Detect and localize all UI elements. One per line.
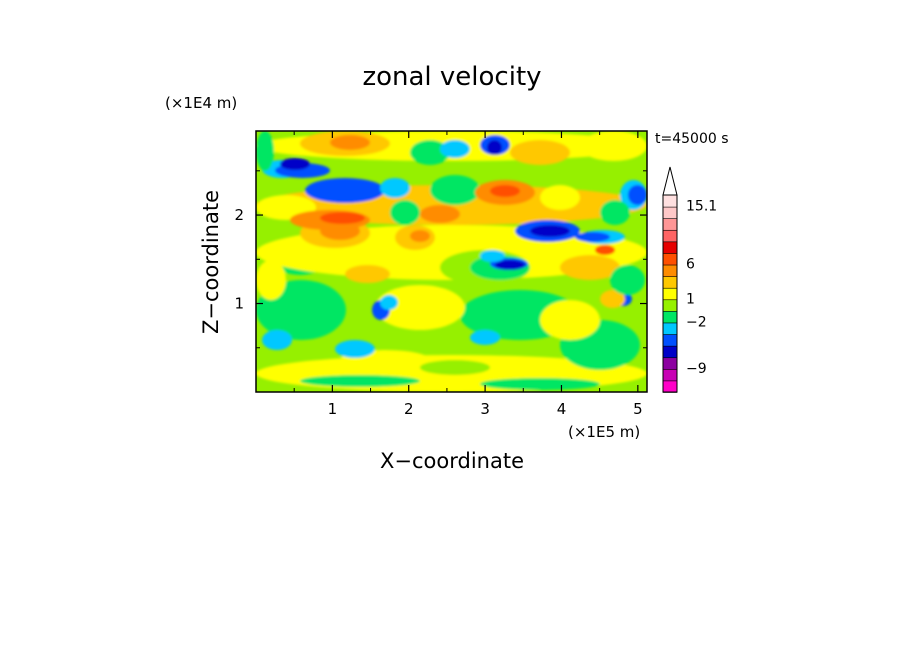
- contour-region: [540, 185, 580, 210]
- colorbar-label: −9: [686, 361, 707, 377]
- colorbar-segment: [662, 310, 678, 324]
- colorbar-segment: [662, 356, 678, 370]
- colorbar-segment: [662, 287, 678, 301]
- contour-region: [305, 178, 385, 203]
- contour-region: [495, 260, 525, 270]
- colorbar-segment: [662, 252, 678, 266]
- heatmap-field: [256, 131, 647, 392]
- chart-title: zonal velocity: [362, 62, 541, 92]
- contour-region: [595, 245, 615, 255]
- contour-region: [430, 175, 480, 205]
- contour-region: [420, 360, 490, 375]
- x-tick-label: 2: [404, 400, 414, 418]
- colorbar-label: 6: [686, 257, 695, 273]
- contour-region: [470, 330, 500, 345]
- contour-region: [628, 185, 647, 205]
- contour-region: [280, 158, 310, 170]
- contour-region: [487, 140, 502, 155]
- contour-region: [380, 178, 410, 198]
- contour-region: [530, 225, 570, 237]
- contour-region: [575, 232, 610, 242]
- y-tick-label: 2: [234, 206, 244, 224]
- contour-region: [480, 378, 600, 390]
- colorbar: 15.1 6 1 −2 −9: [662, 166, 717, 393]
- colorbar-segment: [662, 368, 678, 382]
- y-axis: 12: [234, 170, 647, 349]
- contour-region: [256, 131, 274, 171]
- plot-frame: [255, 130, 648, 393]
- contour-region: [600, 200, 630, 225]
- x-tick-label: 1: [328, 400, 338, 418]
- y-unit-label: (×1E4 m): [165, 94, 237, 112]
- colorbar-segment: [662, 264, 678, 277]
- x-tick-label: 5: [633, 400, 643, 418]
- contour-region: [390, 200, 420, 225]
- contour-region: [380, 295, 398, 310]
- x-tick-label: 4: [557, 400, 567, 418]
- colorbar-segment: [662, 206, 678, 219]
- contour-region: [420, 205, 460, 223]
- colorbar-label: −2: [686, 314, 707, 330]
- x-axis: 1 2 3 4 5: [293, 131, 643, 418]
- contour-region: [480, 250, 505, 262]
- colorbar-segment: [662, 380, 678, 393]
- contour-region: [330, 135, 370, 150]
- contour-region: [262, 330, 292, 350]
- colorbar-segment: [662, 194, 678, 208]
- contour-region: [510, 140, 570, 165]
- contour-region: [335, 340, 375, 358]
- contour-region: [440, 140, 470, 158]
- colorbar-frame: [662, 194, 678, 393]
- colorbar-label: 1: [686, 291, 695, 307]
- contour-region: [610, 265, 645, 295]
- y-axis-label: Z−coordinate: [199, 190, 223, 334]
- colorbar-segment: [662, 333, 678, 347]
- contour-region: [560, 255, 620, 280]
- contour-region: [345, 265, 390, 283]
- y-tick-label: 1: [234, 295, 244, 313]
- colorbar-label: 15.1: [686, 199, 717, 215]
- colorbar-segment: [662, 345, 678, 359]
- colorbar-segment: [662, 322, 678, 335]
- contour-region: [600, 290, 625, 308]
- colorbar-extend-triangle: [662, 166, 678, 196]
- x-tick-label: 3: [480, 400, 490, 418]
- contour-region: [375, 285, 465, 330]
- colorbar-segment: [662, 217, 678, 231]
- field-contours: [256, 131, 647, 392]
- colorbar-segment: [662, 275, 678, 289]
- x-axis-label: X−coordinate: [380, 449, 524, 473]
- contour-region: [320, 212, 365, 224]
- contour-region: [410, 140, 450, 165]
- colorbar-segment: [662, 229, 678, 243]
- contour-region: [540, 300, 600, 340]
- contour-region: [410, 230, 430, 242]
- contour-region: [300, 375, 420, 387]
- x-unit-label: (×1E5 m): [568, 423, 640, 441]
- contour-region: [580, 131, 647, 161]
- colorbar-segment: [662, 241, 678, 254]
- time-label: t=45000 s: [655, 131, 729, 147]
- contour-region: [256, 260, 286, 300]
- colorbar-segment: [662, 298, 678, 312]
- contour-region: [490, 185, 520, 197]
